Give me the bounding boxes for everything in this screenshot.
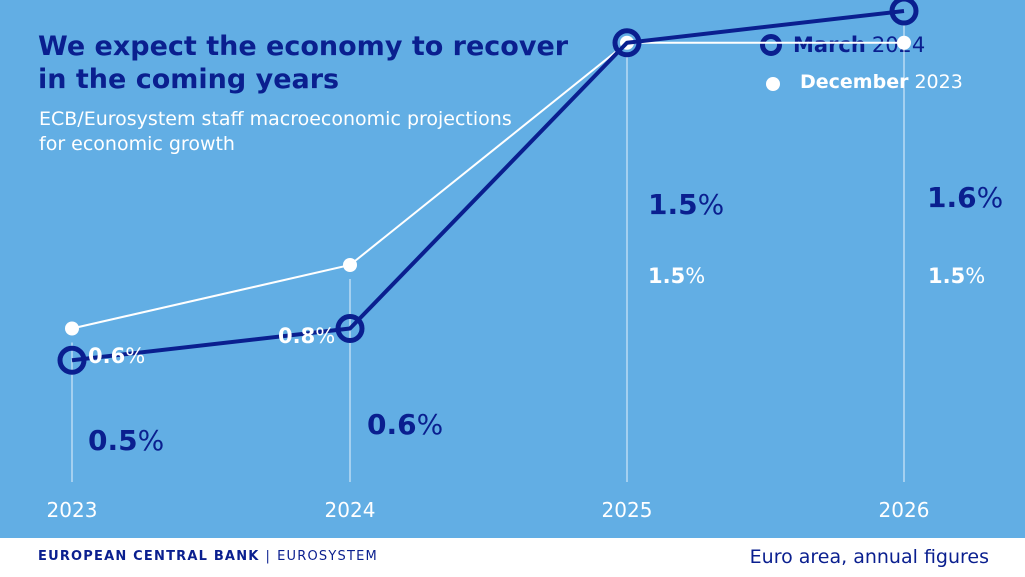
line-chart: 0.6% 0.8% 1.5% 1.5% 0.5% 0.6% 1.5% 1.6% 2023 2024…	[47, 0, 1003, 522]
legend-december-year: 2023	[914, 71, 963, 93]
legend-march-month: March	[793, 33, 866, 57]
series-line-march-2024	[71, 9, 905, 363]
data-label-march-2026: 1.6%	[927, 181, 1003, 214]
point-march-2023	[57, 345, 87, 375]
x-tick-label-2026: 2026	[879, 498, 930, 522]
chart-title-line-1: We expect the economy to recover	[38, 31, 569, 62]
bank-name-separator: |	[265, 549, 272, 564]
x-tick-label-2023: 2023	[47, 498, 98, 522]
point-december-2026	[897, 35, 911, 50]
bank-name: EUROPEAN CENTRAL BANK | EUROSYSTEM	[38, 549, 378, 564]
series-line-december-2023	[71, 41, 904, 330]
point-march-2024	[335, 314, 365, 343]
data-label-march-2023: 0.5%	[88, 424, 164, 457]
footnote: Euro area, annual figures	[749, 546, 989, 568]
data-label-march-2025: 1.5%	[648, 188, 724, 221]
data-label-december-2026: 1.5%	[928, 264, 985, 288]
chart-subtitle-line-2: for economic growth	[39, 133, 235, 155]
bank-system-text: EUROSYSTEM	[277, 549, 378, 564]
data-label-december-2024: 0.8%	[278, 324, 335, 348]
chart-title-line-2: in the coming years	[38, 64, 340, 95]
point-march-2025	[612, 28, 642, 58]
point-december-2024	[343, 258, 357, 272]
data-label-december-2023: 0.6%	[88, 344, 145, 368]
chart-subtitle-line-1: ECB/Eurosystem staff macroeconomic proje…	[39, 108, 512, 130]
x-tick-label-2024: 2024	[325, 498, 376, 522]
point-december-2023	[65, 321, 79, 336]
data-label-march-2024: 0.6%	[367, 408, 443, 441]
chart-panel: We expect the economy to recover in the …	[0, 0, 1025, 538]
dot-marker-icon	[766, 77, 780, 91]
chart-subtitle: ECB/Eurosystem staff macroeconomic proje…	[39, 107, 512, 157]
point-march-2026	[889, 0, 919, 26]
legend-item-march-2024: March 2024	[760, 33, 925, 57]
x-tick-label-2025: 2025	[602, 498, 653, 522]
legend-december-month: December	[800, 71, 909, 93]
footer: EUROPEAN CENTRAL BANK | EUROSYSTEM Euro ar…	[0, 538, 1025, 577]
data-label-december-2025: 1.5%	[648, 264, 705, 288]
legend-item-december-2023: December 2023	[766, 71, 963, 93]
ring-marker-icon	[760, 34, 782, 56]
bank-name-text: EUROPEAN CENTRAL BANK	[38, 549, 260, 564]
chart-title: We expect the economy to recover in the …	[38, 30, 568, 96]
